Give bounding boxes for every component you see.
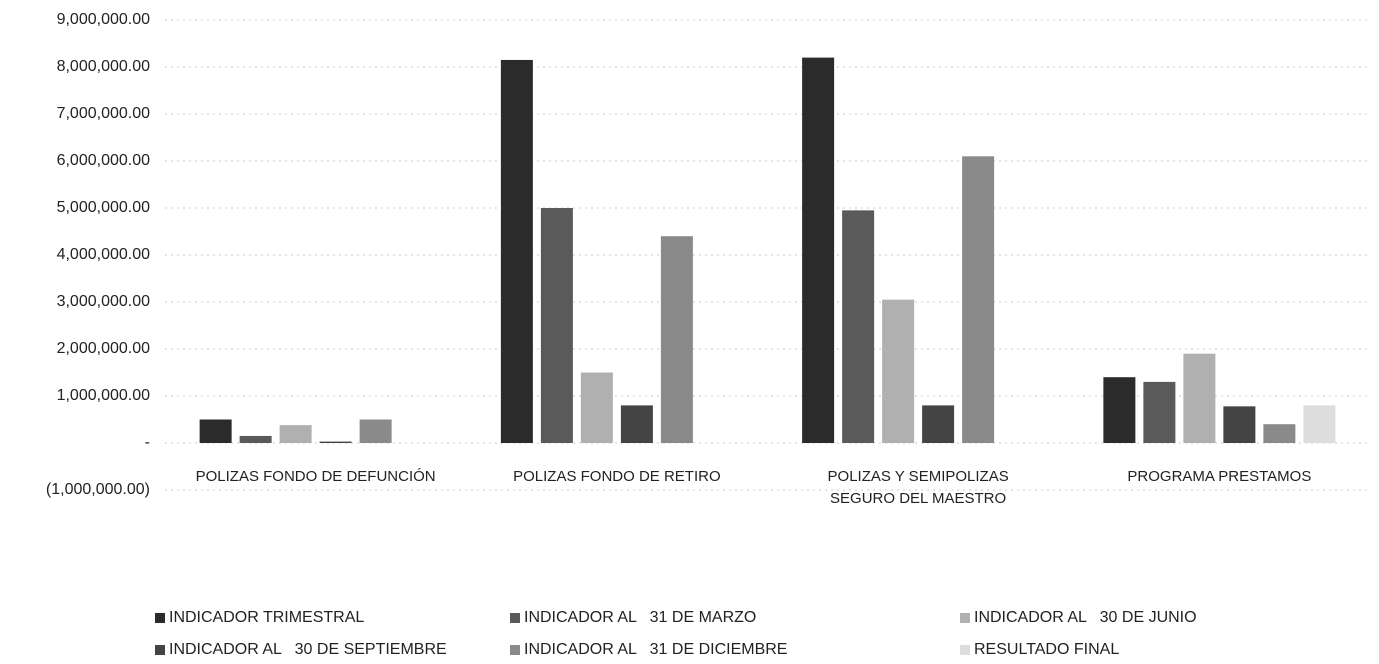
bar xyxy=(359,419,392,443)
y-tick-label: 6,000,000.00 xyxy=(57,152,151,169)
bar xyxy=(1303,405,1336,443)
legend-label: INDICADOR AL 31 DE DICIEMBRE xyxy=(524,641,787,658)
x-tick-label: POLIZAS FONDO DE DEFUNCIÓN xyxy=(195,468,436,485)
bar xyxy=(319,441,352,443)
bar xyxy=(1103,377,1136,443)
legend-marker xyxy=(510,645,520,655)
y-tick-label: (1,000,000.00) xyxy=(46,481,150,498)
bar xyxy=(1143,381,1176,443)
y-tick-label: 2,000,000.00 xyxy=(57,340,151,357)
x-tick-label: POLIZAS FONDO DE RETIRO xyxy=(513,468,721,485)
x-tick-label: POLIZAS Y SEMIPOLIZAS SEGURO DEL MAESTRO xyxy=(827,468,1009,507)
y-tick-label: 8,000,000.00 xyxy=(57,58,151,75)
bar xyxy=(239,435,272,443)
y-tick-label: 7,000,000.00 xyxy=(57,105,151,122)
bar xyxy=(580,372,613,443)
y-tick-label: 1,000,000.00 xyxy=(57,387,151,404)
x-tick-label: PROGRAMA PRESTAMOS xyxy=(1127,468,1312,485)
bar xyxy=(500,59,533,443)
bar xyxy=(1223,406,1256,443)
y-tick-label: 5,000,000.00 xyxy=(57,199,151,216)
legend-label: INDICADOR TRIMESTRAL xyxy=(169,609,364,626)
bar xyxy=(279,425,312,443)
legend-label: RESULTADO FINAL xyxy=(974,641,1119,658)
bar xyxy=(620,405,653,443)
legend-marker xyxy=(960,645,970,655)
bar xyxy=(1183,353,1216,443)
y-tick-label: 4,000,000.00 xyxy=(57,246,151,263)
legend-marker xyxy=(155,645,165,655)
bar xyxy=(540,208,573,443)
bar xyxy=(802,57,835,443)
bar xyxy=(922,405,955,443)
legend-label: INDICADOR AL 30 DE SEPTIEMBRE xyxy=(169,641,447,658)
bar xyxy=(842,210,875,443)
y-tick-label: - xyxy=(145,434,150,451)
bar xyxy=(199,419,232,443)
legend-label: INDICADOR AL 31 DE MARZO xyxy=(524,609,756,626)
bar xyxy=(962,156,995,444)
legend-marker xyxy=(155,613,165,623)
legend-label: INDICADOR AL 30 DE JUNIO xyxy=(974,609,1197,626)
legend-marker xyxy=(510,613,520,623)
bar xyxy=(660,236,693,443)
bar xyxy=(882,299,915,443)
y-tick-label: 3,000,000.00 xyxy=(57,293,151,310)
bar xyxy=(1263,424,1296,443)
y-tick-label: 9,000,000.00 xyxy=(57,11,151,28)
legend-marker xyxy=(960,613,970,623)
